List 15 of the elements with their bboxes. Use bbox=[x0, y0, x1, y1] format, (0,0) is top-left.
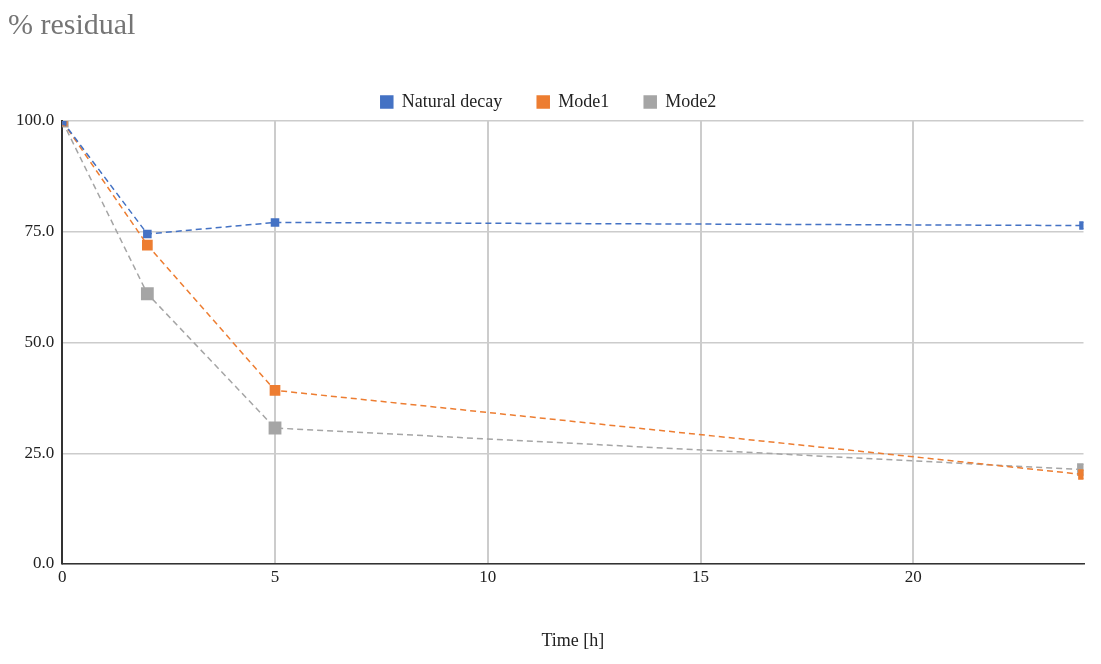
chart-title: % residual bbox=[8, 6, 136, 40]
x-tick-label: 0 bbox=[58, 566, 67, 586]
y-tick-label: 100.0 bbox=[16, 110, 55, 130]
y-tick-label: 50.0 bbox=[24, 331, 55, 351]
x-tick-label: 15 bbox=[692, 566, 710, 586]
x-axis-title: Time [h] bbox=[541, 629, 605, 650]
y-tick-label: 75.0 bbox=[24, 221, 55, 241]
y-tick-label: 0.0 bbox=[33, 553, 55, 573]
x-tick-label: 10 bbox=[479, 566, 497, 586]
x-tick-label: 20 bbox=[904, 566, 922, 586]
y-tick-label: 25.0 bbox=[24, 442, 55, 462]
legend-label: Natural decay bbox=[401, 90, 503, 111]
x-tick-label: 5 bbox=[270, 566, 280, 586]
legend-label: Mode2 bbox=[665, 90, 717, 111]
legend-label: Mode1 bbox=[558, 90, 610, 111]
